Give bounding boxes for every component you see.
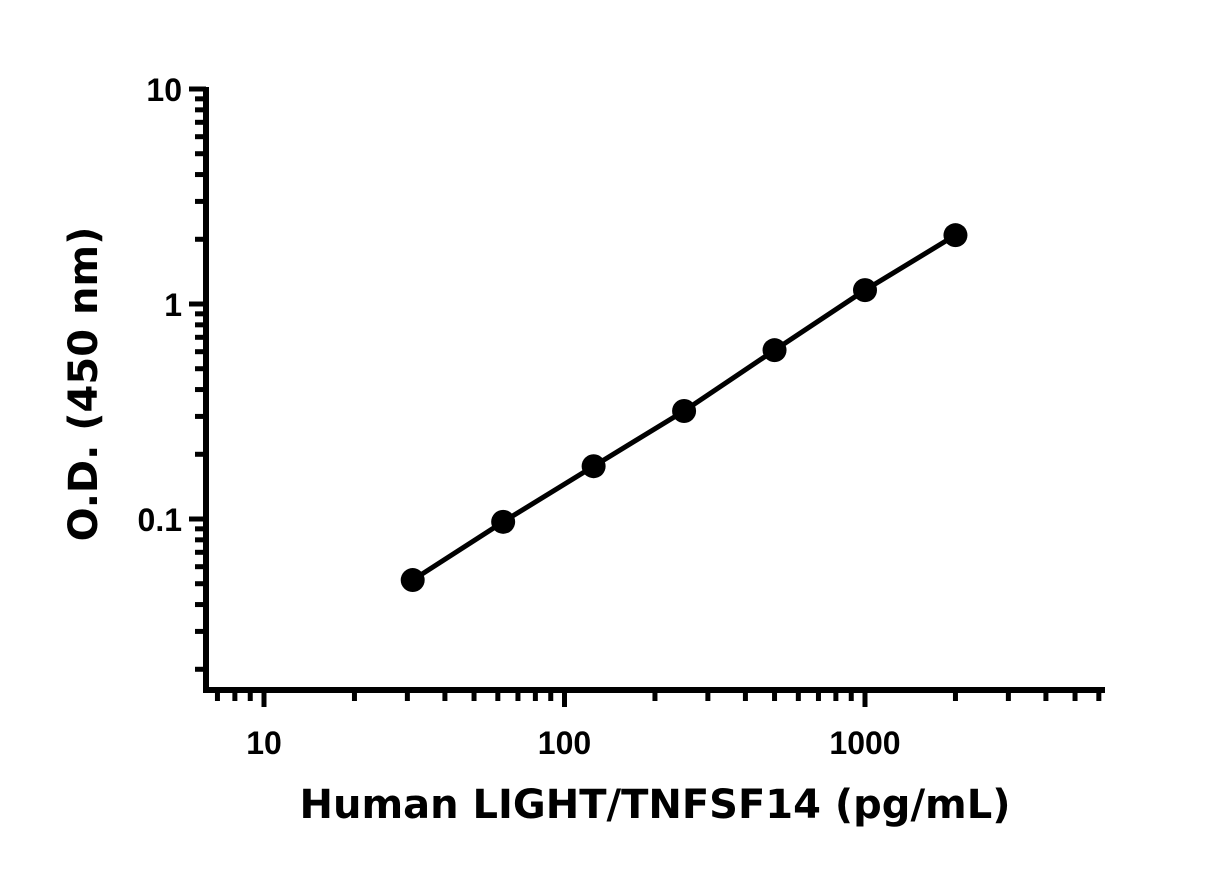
data-point-marker xyxy=(581,454,606,479)
y-tick-label: 10 xyxy=(146,72,182,108)
data-point-marker xyxy=(491,509,516,534)
data-point-marker xyxy=(943,223,968,248)
x-axis-title: Human LIGHT/TNFSF14 (pg/mL) xyxy=(299,782,1010,828)
data-points xyxy=(400,223,968,593)
data-point-marker xyxy=(400,568,425,593)
y-tick-label: 1 xyxy=(164,287,182,323)
data-point-marker xyxy=(672,398,697,423)
x-axis: 10 100 1000 xyxy=(203,687,1105,761)
y-axis: 0.1 1 10 xyxy=(138,72,209,693)
x-tick-label: 10 xyxy=(246,725,282,761)
y-tick-label: 0.1 xyxy=(138,502,182,538)
y-axis-title: O.D. (450 nm) xyxy=(61,227,107,542)
x-tick-label: 100 xyxy=(538,725,591,761)
data-point-marker xyxy=(853,278,877,303)
x-tick-label: 1000 xyxy=(829,725,900,761)
data-point-marker xyxy=(762,338,787,363)
